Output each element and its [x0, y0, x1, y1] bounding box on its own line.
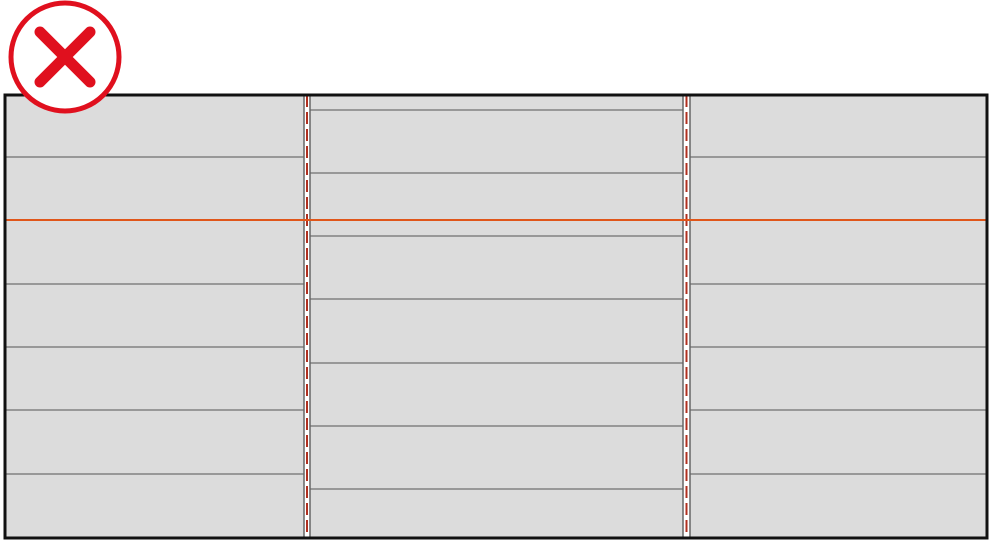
- separator-right: [682, 95, 691, 538]
- left-column: [4, 94, 305, 539]
- frame: [3, 93, 989, 540]
- middle-column: [309, 94, 684, 539]
- outer-border: [3, 93, 989, 540]
- right-column: [689, 94, 988, 539]
- separator-left: [303, 95, 311, 538]
- cross-icon: [8, 0, 122, 114]
